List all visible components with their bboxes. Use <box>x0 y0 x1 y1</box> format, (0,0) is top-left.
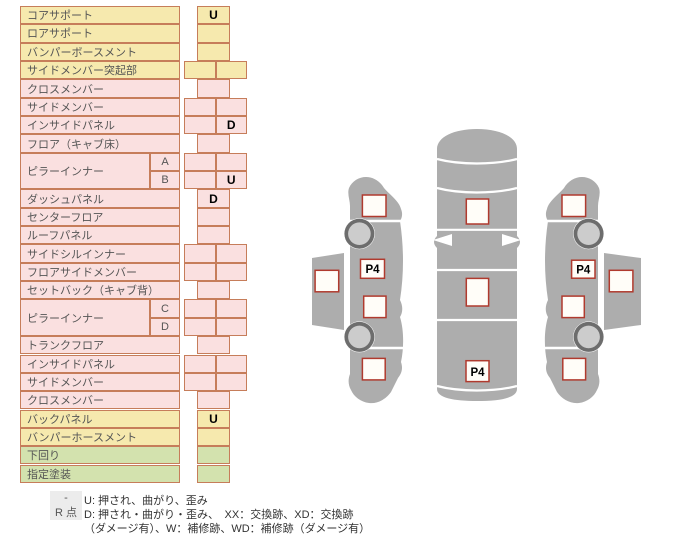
svg-text:P4: P4 <box>576 265 591 277</box>
svg-text:P4: P4 <box>470 367 485 379</box>
svg-text:P4: P4 <box>365 264 380 276</box>
